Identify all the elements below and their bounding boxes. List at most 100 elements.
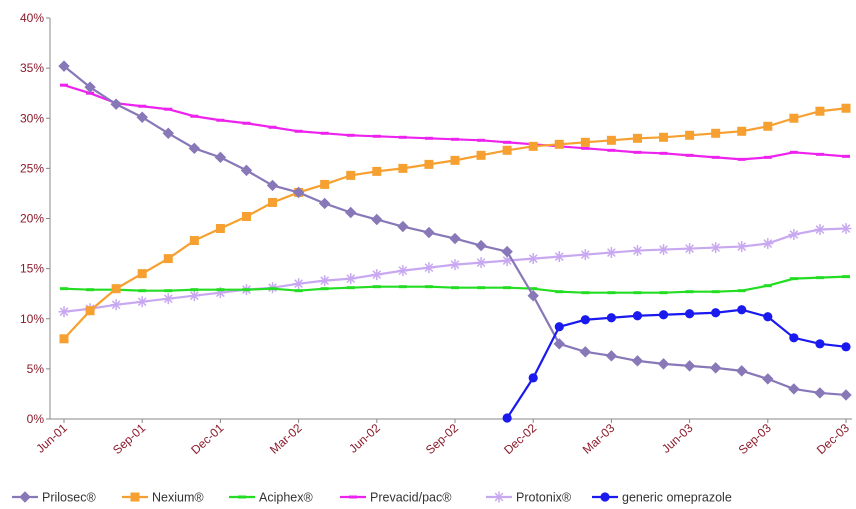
data-point-protonix bbox=[840, 223, 852, 235]
data-point-prilosec bbox=[345, 206, 357, 219]
data-point-prilosec bbox=[318, 197, 331, 210]
data-point-prilosec bbox=[709, 362, 722, 374]
data-point-generic-omeprazole bbox=[815, 339, 825, 349]
data-point-nexium bbox=[215, 224, 225, 234]
data-point-nexium bbox=[528, 141, 538, 151]
data-point-nexium bbox=[241, 211, 251, 221]
data-point-protonix bbox=[449, 259, 461, 271]
data-point-nexium bbox=[59, 334, 69, 344]
data-point-prilosec bbox=[840, 389, 852, 401]
data-point-generic-omeprazole bbox=[763, 312, 773, 322]
data-point-prilosec bbox=[788, 383, 800, 395]
data-point-generic-omeprazole bbox=[685, 309, 695, 319]
y-tick-label: 5% bbox=[27, 362, 45, 376]
data-point-protonix bbox=[319, 275, 331, 287]
data-point-nexium bbox=[450, 155, 460, 165]
data-point-prilosec bbox=[657, 358, 670, 370]
data-point-prilosec bbox=[110, 98, 122, 110]
data-point-prilosec bbox=[553, 338, 565, 350]
legend: Prilosec® Nexium® Aciphex® Prevacid/pac® Pro… bbox=[12, 491, 732, 505]
data-point-protonix bbox=[788, 229, 800, 241]
x-tick-label: Sep-01 bbox=[110, 421, 148, 458]
data-point-protonix bbox=[527, 253, 539, 265]
x-axis-tick-labels: Jun-01 Sep-01 Dec-01 Mar-02 Jun-02 Sep-02 Dec-… bbox=[33, 419, 852, 457]
data-point-protonix bbox=[736, 241, 748, 253]
data-point-nexium bbox=[659, 132, 669, 142]
data-point-generic-omeprazole bbox=[580, 315, 590, 325]
x-tick-label: Dec-03 bbox=[814, 421, 852, 458]
series-protonix bbox=[58, 223, 852, 318]
data-point-protonix bbox=[605, 247, 617, 259]
data-point-generic-omeprazole bbox=[711, 308, 721, 318]
data-point-protonix bbox=[188, 290, 200, 302]
y-tick-label: 20% bbox=[20, 212, 44, 226]
data-point-generic-omeprazole bbox=[502, 413, 512, 423]
data-point-protonix bbox=[553, 251, 565, 263]
data-point-prilosec bbox=[449, 232, 461, 245]
y-tick-label: 30% bbox=[20, 111, 44, 125]
data-point-nexium bbox=[606, 135, 616, 145]
data-point-nexium bbox=[163, 254, 173, 264]
data-point-generic-omeprazole bbox=[632, 311, 643, 321]
data-point-prilosec bbox=[266, 179, 279, 192]
data-point-prilosec bbox=[631, 355, 644, 367]
data-point-nexium bbox=[111, 284, 121, 294]
series-line-prevacid-pac bbox=[63, 84, 847, 161]
data-point-generic-omeprazole bbox=[658, 310, 669, 320]
plot-series bbox=[58, 60, 852, 423]
data-point-nexium bbox=[346, 170, 356, 180]
data-point-nexium bbox=[137, 269, 147, 279]
legend-swatch-marker bbox=[19, 491, 31, 503]
series-line-aciphex bbox=[63, 275, 847, 294]
data-point-nexium bbox=[763, 121, 773, 131]
series-aciphex bbox=[60, 275, 850, 295]
data-point-prilosec bbox=[397, 220, 409, 233]
legend-label: Aciphex® bbox=[259, 491, 313, 505]
data-point-protonix bbox=[371, 269, 383, 281]
legend-item-generic-omeprazole: generic omeprazole bbox=[592, 491, 732, 505]
data-point-prilosec bbox=[814, 387, 826, 399]
data-point-prilosec bbox=[683, 360, 696, 372]
data-point-protonix bbox=[579, 249, 591, 261]
legend-swatch-marker bbox=[600, 492, 610, 502]
data-point-protonix bbox=[423, 262, 435, 274]
legend-item-prevacid-pac: Prevacid/pac® bbox=[340, 491, 452, 505]
x-tick-label: Jun-02 bbox=[346, 421, 383, 456]
data-point-nexium bbox=[580, 137, 590, 147]
data-point-prilosec bbox=[292, 186, 305, 199]
legend-swatch-marker bbox=[493, 491, 505, 503]
data-point-prilosec bbox=[240, 164, 253, 177]
y-tick-label: 10% bbox=[20, 312, 44, 326]
data-point-prilosec bbox=[84, 81, 96, 93]
data-point-nexium bbox=[502, 145, 512, 155]
x-tick-label: Sep-03 bbox=[736, 421, 774, 458]
data-point-prilosec bbox=[423, 226, 435, 239]
data-point-nexium bbox=[711, 128, 721, 138]
legend-item-nexium: Nexium® bbox=[122, 491, 204, 505]
axes bbox=[49, 18, 852, 420]
y-tick-label: 15% bbox=[20, 262, 44, 276]
data-point-prilosec bbox=[605, 350, 618, 362]
data-point-prilosec bbox=[214, 151, 227, 164]
data-point-nexium bbox=[685, 130, 695, 140]
data-point-protonix bbox=[684, 243, 696, 255]
data-point-protonix bbox=[814, 224, 826, 236]
data-point-protonix bbox=[631, 245, 643, 257]
data-point-prilosec bbox=[371, 213, 383, 226]
data-point-generic-omeprazole bbox=[528, 373, 538, 383]
legend-label: Prilosec® bbox=[42, 491, 96, 505]
data-point-protonix bbox=[58, 306, 70, 318]
legend-item-prilosec: Prilosec® bbox=[12, 491, 96, 505]
series-prevacid-pac bbox=[60, 83, 850, 161]
data-point-generic-omeprazole bbox=[789, 333, 799, 343]
data-point-nexium bbox=[476, 150, 486, 160]
data-point-prilosec bbox=[58, 60, 70, 72]
data-point-protonix bbox=[762, 238, 774, 250]
data-point-nexium bbox=[372, 166, 382, 176]
x-tick-label: Sep-02 bbox=[423, 421, 461, 458]
data-point-prilosec bbox=[475, 239, 487, 252]
series-nexium bbox=[59, 103, 851, 344]
data-point-nexium bbox=[320, 179, 330, 189]
data-point-prilosec bbox=[579, 346, 592, 358]
data-point-protonix bbox=[710, 242, 722, 254]
